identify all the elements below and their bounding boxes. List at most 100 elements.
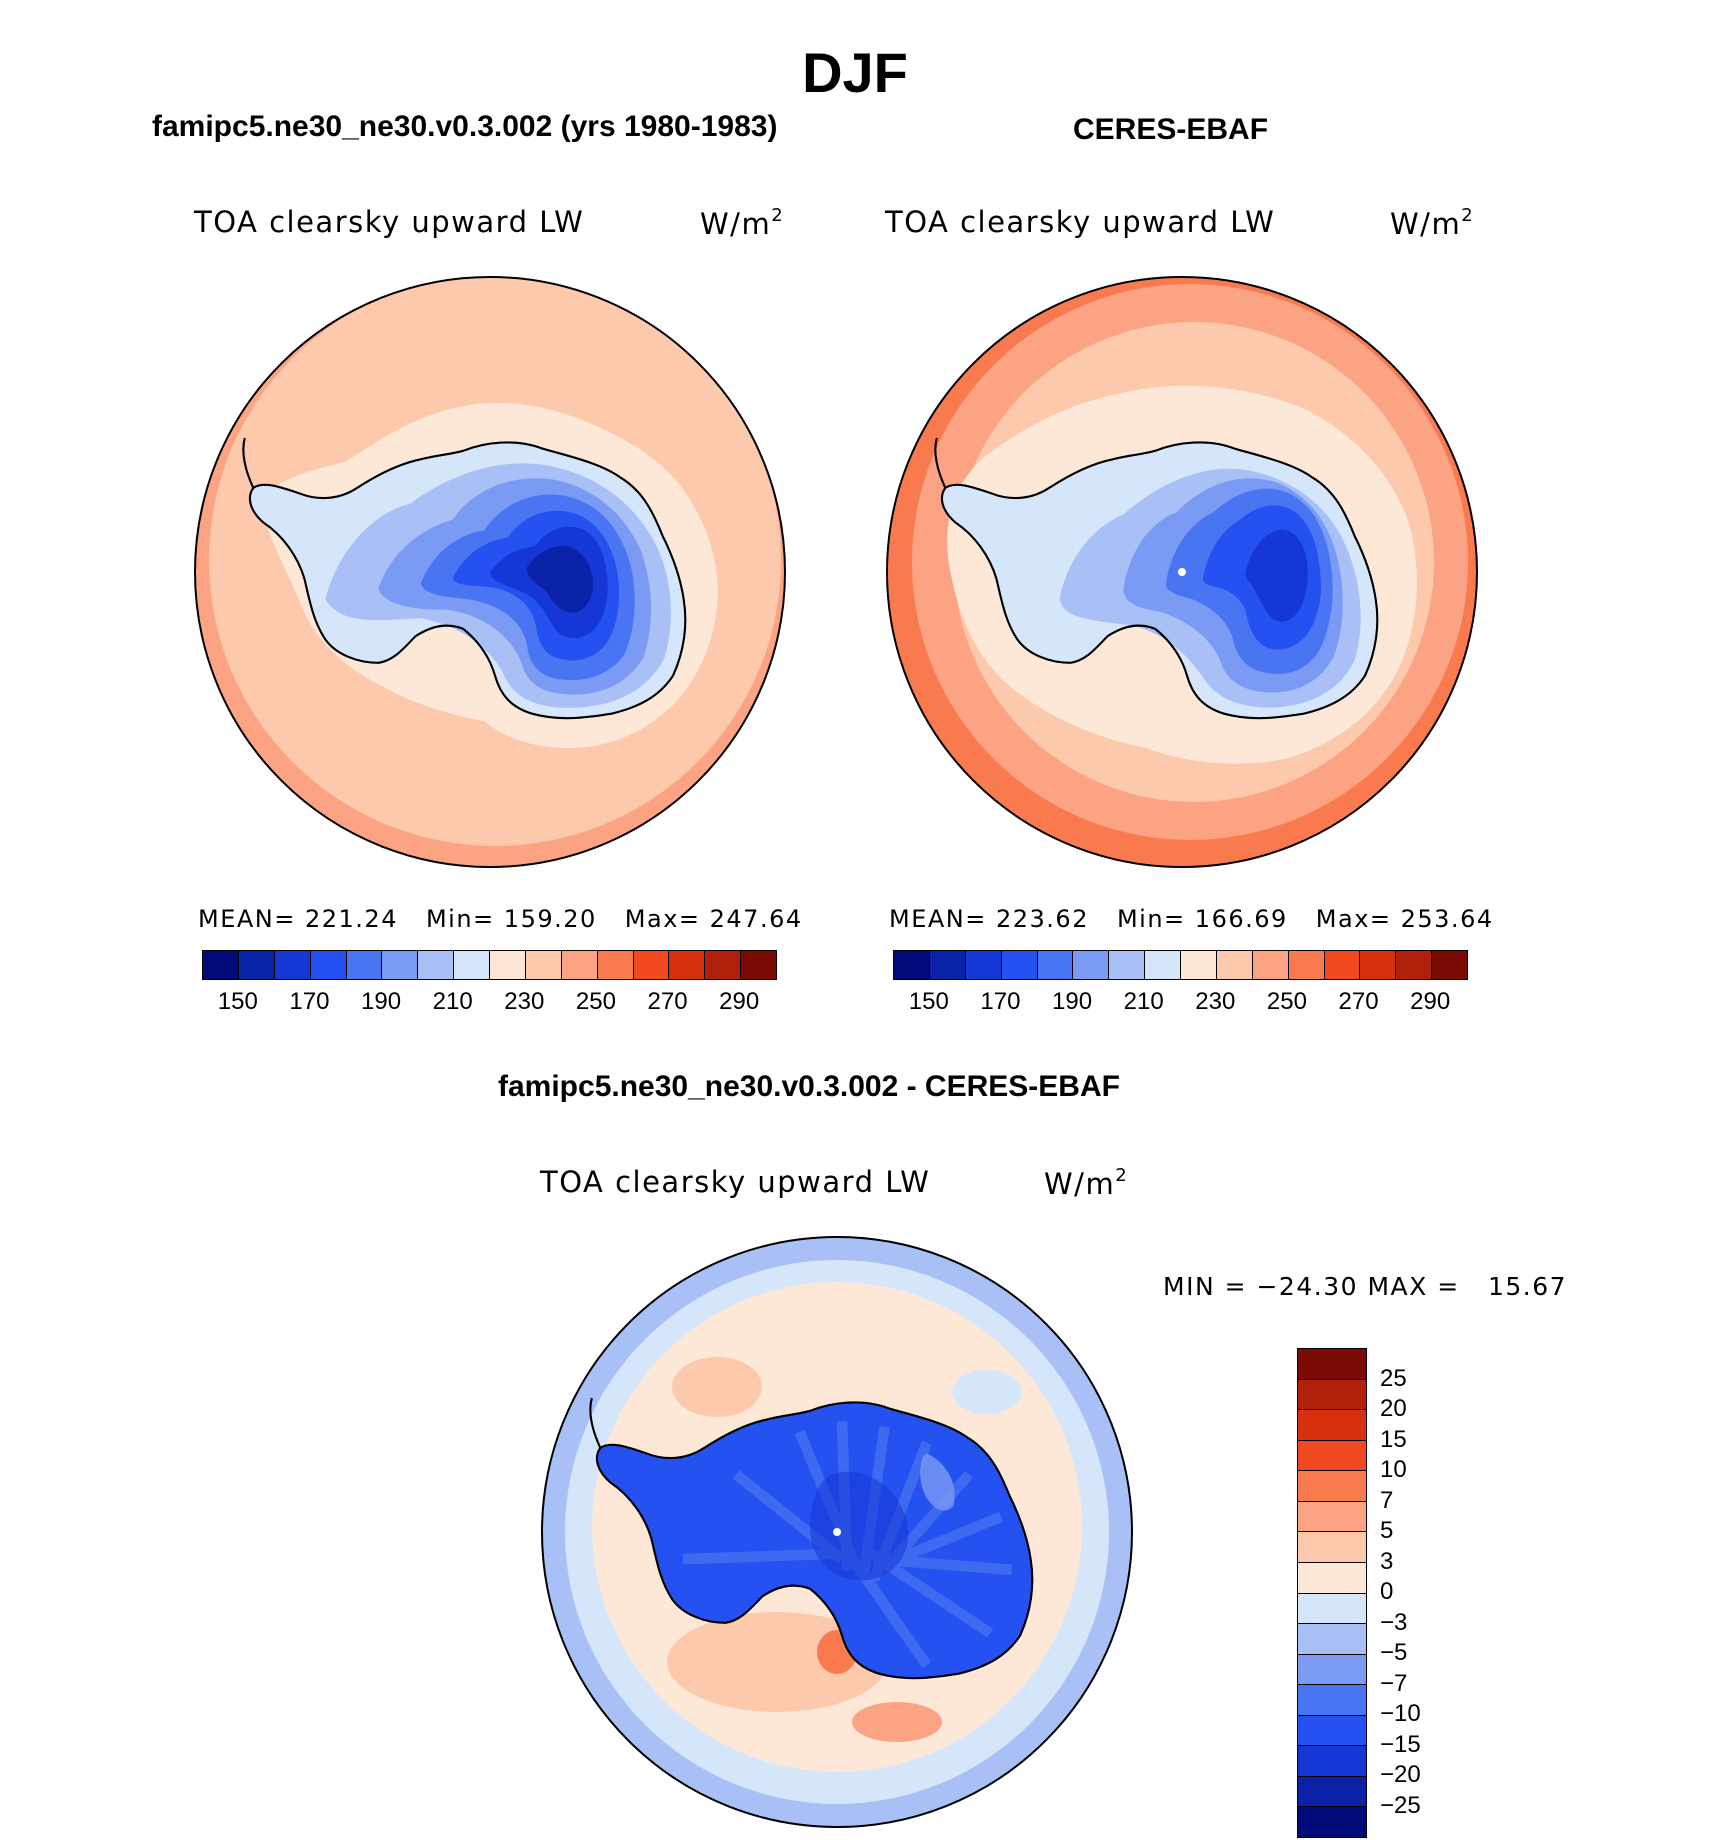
colorbar-swatch <box>1109 951 1146 979</box>
colorbar-swatch <box>525 951 562 979</box>
colorbar-tick-label: −25 <box>1380 1791 1421 1819</box>
colorbar-swatch <box>1324 951 1361 979</box>
colorbar-tick-label: 10 <box>1380 1456 1407 1483</box>
colorbar-swatch <box>1252 951 1289 979</box>
right-variable-label: TOA clearsky upward LW <box>885 205 1276 239</box>
colorbar-swatch <box>1298 1807 1366 1837</box>
colorbar-tick-label: 0 <box>1380 1578 1394 1605</box>
colorbar-swatch <box>741 951 776 979</box>
colorbar-tick-label: 170 <box>289 988 330 1015</box>
colorbar-tick-label: −3 <box>1380 1608 1408 1636</box>
colorbar-swatch <box>238 951 275 979</box>
colorbar-swatch <box>1037 951 1074 979</box>
colorbar-tick-label: −5 <box>1380 1639 1408 1666</box>
colorbar-swatch <box>1396 951 1433 979</box>
colorbar-swatch <box>346 951 383 979</box>
diff-polar-map <box>541 1236 1133 1828</box>
colorbar-swatch <box>1360 951 1397 979</box>
left-colorbar <box>202 950 777 980</box>
colorbar-tick-label: 170 <box>980 988 1021 1015</box>
colorbar-swatch <box>597 951 634 979</box>
right-colorbar-ticks: 150 170 190 210 230 250 270 290 <box>893 988 1466 1018</box>
colorbar-swatch <box>274 951 311 979</box>
colorbar-swatch <box>1298 1715 1366 1747</box>
colorbar-swatch <box>1298 1562 1366 1594</box>
colorbar-swatch <box>1298 1501 1366 1533</box>
diff-colorbar-ticks: 25 20 15 10 7 5 3 0 −3 −5 −7 −10 −15 −20 −25 <box>1380 1348 1480 1836</box>
colorbar-swatch <box>418 951 455 979</box>
colorbar-swatch <box>965 951 1002 979</box>
colorbar-swatch <box>633 951 670 979</box>
left-units-label: W/m2 <box>700 205 785 241</box>
colorbar-tick-label: 190 <box>1052 988 1093 1015</box>
right-units-label: W/m2 <box>1390 205 1475 241</box>
left-variable-label: TOA clearsky upward LW <box>194 205 585 239</box>
colorbar-tick-label: 190 <box>361 988 402 1015</box>
colorbar-swatch <box>1073 951 1110 979</box>
left-colorbar-ticks: 150 170 190 210 230 250 270 290 <box>202 988 775 1018</box>
colorbar-swatch <box>1298 1410 1366 1441</box>
colorbar-swatch <box>669 951 706 979</box>
colorbar-swatch <box>1298 1654 1366 1686</box>
colorbar-tick-label: 25 <box>1380 1364 1407 1392</box>
right-panel-subtitle: CERES-EBAF <box>1073 113 1269 146</box>
left-mean-label: MEAN= 221.24 <box>198 905 398 933</box>
left-polar-map <box>194 276 786 868</box>
colorbar-swatch <box>1298 1471 1366 1502</box>
colorbar-swatch <box>929 951 966 979</box>
diff-colorbar <box>1297 1348 1367 1838</box>
colorbar-swatch <box>1298 1379 1366 1411</box>
colorbar-swatch <box>1145 951 1181 979</box>
colorbar-tick-label: 15 <box>1380 1425 1407 1453</box>
diff-panel-subtitle: famipc5.ne30_ne30.v0.3.002 - CERES-EBAF <box>498 1070 1120 1103</box>
colorbar-tick-label: 270 <box>647 988 688 1015</box>
left-stats: MEAN= 221.24 Min= 159.20 Max= 247.64 <box>198 905 803 933</box>
colorbar-swatch <box>454 951 490 979</box>
colorbar-swatch <box>894 951 930 979</box>
colorbar-swatch <box>1181 951 1217 979</box>
colorbar-swatch <box>1288 951 1325 979</box>
right-polar-map <box>886 276 1478 868</box>
colorbar-tick-label: −7 <box>1380 1669 1408 1697</box>
right-mean-label: MEAN= 223.62 <box>889 905 1089 933</box>
colorbar-swatch <box>1001 951 1038 979</box>
colorbar-swatch <box>1216 951 1253 979</box>
left-min-label: Min= 159.20 <box>425 905 597 933</box>
diff-variable-label: TOA clearsky upward LW <box>540 1165 931 1199</box>
colorbar-swatch <box>1298 1685 1366 1716</box>
colorbar-tick-label: −10 <box>1380 1700 1421 1727</box>
colorbar-swatch <box>310 951 347 979</box>
colorbar-tick-label: −15 <box>1380 1730 1421 1758</box>
right-stats: MEAN= 223.62 Min= 166.69 Max= 253.64 <box>889 905 1494 933</box>
colorbar-tick-label: 250 <box>1266 988 1307 1015</box>
colorbar-tick-label: 210 <box>1123 988 1164 1015</box>
colorbar-swatch <box>1298 1440 1366 1472</box>
colorbar-swatch <box>1298 1349 1366 1380</box>
colorbar-swatch <box>561 951 598 979</box>
colorbar-swatch <box>1432 951 1467 979</box>
left-max-label: Max= 247.64 <box>624 905 803 933</box>
right-colorbar <box>893 950 1468 980</box>
colorbar-tick-label: 270 <box>1338 988 1379 1015</box>
page-title: DJF <box>802 41 908 104</box>
right-min-label: Min= 166.69 <box>1116 905 1288 933</box>
colorbar-swatch <box>382 951 419 979</box>
colorbar-swatch <box>705 951 742 979</box>
colorbar-swatch <box>203 951 239 979</box>
colorbar-swatch <box>1298 1593 1366 1625</box>
colorbar-tick-label: 7 <box>1380 1486 1394 1514</box>
colorbar-tick-label: 290 <box>1410 988 1451 1015</box>
colorbar-swatch <box>1298 1532 1366 1563</box>
colorbar-tick-label: 3 <box>1380 1547 1394 1575</box>
colorbar-tick-label: 150 <box>908 988 949 1015</box>
colorbar-tick-label: 230 <box>504 988 545 1015</box>
colorbar-tick-label: 210 <box>432 988 473 1015</box>
colorbar-tick-label: 5 <box>1380 1517 1394 1544</box>
left-panel-subtitle: famipc5.ne30_ne30.v0.3.002 (yrs 1980-198… <box>152 110 778 143</box>
colorbar-swatch <box>1298 1776 1366 1808</box>
right-max-label: Max= 253.64 <box>1315 905 1494 933</box>
diff-units-label: W/m2 <box>1044 1165 1129 1201</box>
diff-minmax-label: MIN = −24.30 MAX = 15.67 <box>1163 1272 1568 1301</box>
colorbar-swatch <box>1298 1746 1366 1777</box>
colorbar-tick-label: −20 <box>1380 1761 1421 1788</box>
